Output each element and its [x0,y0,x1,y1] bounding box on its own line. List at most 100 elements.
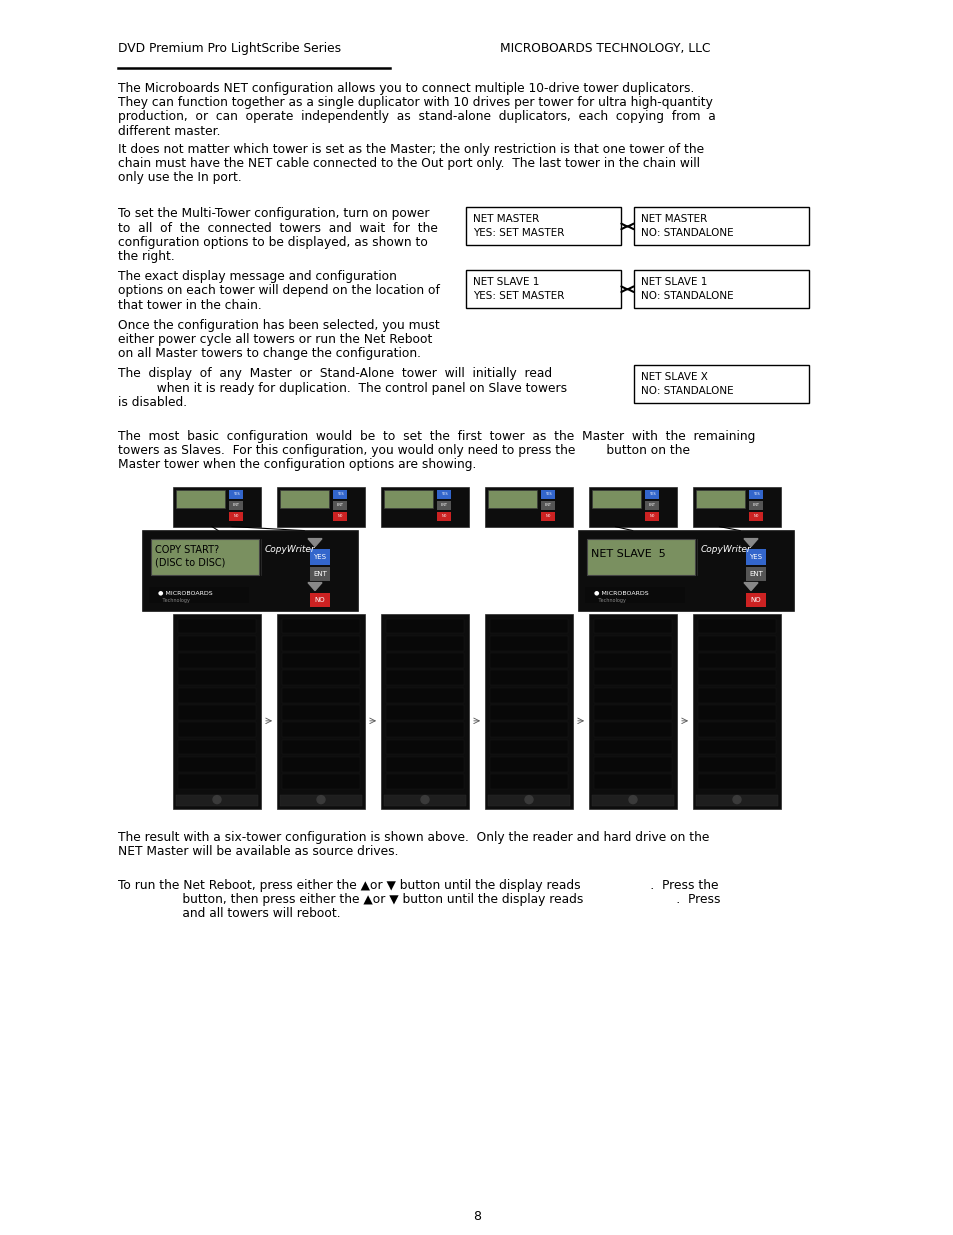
Text: different master.: different master. [118,125,220,137]
Text: NO: STANDALONE: NO: STANDALONE [640,291,733,301]
Bar [178,774,255,789]
Bar [282,671,359,685]
Text: NO: NO [750,597,760,603]
Polygon shape [308,538,322,547]
Text: 8: 8 [473,1210,480,1223]
Bar [282,705,359,720]
Bar [644,511,659,521]
Bar [282,653,359,668]
Text: NO: NO [753,514,759,519]
Text: ● MICROBOARDS: ● MICROBOARDS [158,590,213,595]
Text: NO: NO [337,514,343,519]
Bar [386,705,463,720]
Bar [386,722,463,737]
Bar [584,587,684,603]
Text: CopyWriter: CopyWriter [265,545,315,553]
Bar [540,489,555,499]
Text: NO: NO [649,514,655,519]
Bar [229,489,243,499]
Text: YES: SET MASTER: YES: SET MASTER [473,291,564,301]
Bar [490,653,567,668]
Text: Master tower when the configuration options are showing.: Master tower when the configuration opti… [118,458,476,472]
Text: YES: YES [233,492,239,496]
Bar [178,722,255,737]
Bar [436,511,451,521]
Bar [178,671,255,685]
Text: is disabled.: is disabled. [118,395,187,409]
Bar [698,705,775,720]
Bar [484,614,573,809]
Bar [386,619,463,634]
Text: production,  or  can  operate  independently  as  stand-alone  duplicators,  eac: production, or can operate independently… [118,110,715,124]
Text: MICROBOARDS TECHNOLOGY, LLC: MICROBOARDS TECHNOLOGY, LLC [499,42,710,56]
Bar [698,688,775,703]
Text: NO: NO [314,597,325,603]
Text: NET SLAVE  5: NET SLAVE 5 [590,548,665,558]
Bar [310,593,330,606]
Bar [594,636,671,651]
Bar [178,688,255,703]
Bar [594,757,671,772]
Text: To set the Multi-Tower configuration, turn on power: To set the Multi-Tower configuration, tu… [118,207,429,220]
Text: to  all  of  the  connected  towers  and  wait  for  the: to all of the connected towers and wait … [118,221,437,235]
Text: The result with a six-tower configuration is shown above.  Only the reader and h: The result with a six-tower configuratio… [118,831,709,844]
Text: YES: SET MASTER: YES: SET MASTER [473,228,564,238]
Bar [696,794,778,805]
Text: ENT: ENT [233,503,239,508]
Bar [698,619,775,634]
Bar [644,500,659,510]
Bar [178,653,255,668]
Text: button, then press either the ▲or ▼ button until the display reads              : button, then press either the ▲or ▼ butt… [163,893,720,906]
Text: They can function together as a single duplicator with 10 drives per tower for u: They can function together as a single d… [118,96,712,109]
Text: YES: YES [336,492,343,496]
Bar [594,722,671,737]
Bar [644,489,659,499]
Text: options on each tower will depend on the location of: options on each tower will depend on the… [118,284,439,298]
Text: The  most  basic  configuration  would  be  to  set  the  first  tower  as  the : The most basic configuration would be to… [118,430,755,443]
Bar [178,619,255,634]
Text: NET Master will be available as source drives.: NET Master will be available as source d… [118,845,398,858]
Bar [229,500,243,510]
Bar [540,500,555,510]
Text: NO: STANDALONE: NO: STANDALONE [640,228,733,238]
Bar [282,740,359,755]
Text: CopyWriter: CopyWriter [700,545,751,553]
Polygon shape [743,583,758,590]
Bar [698,722,775,737]
Bar [151,538,258,574]
Text: NET SLAVE 1: NET SLAVE 1 [473,277,538,288]
Bar [698,740,775,755]
Circle shape [213,795,221,804]
Text: The Microboards NET configuration allows you to connect multiple 10-drive tower : The Microboards NET configuration allows… [118,82,694,95]
Polygon shape [743,538,758,547]
Bar [380,614,469,809]
Bar [229,511,243,521]
Text: ENT: ENT [544,503,551,508]
Bar [490,774,567,789]
Bar [386,671,463,685]
Bar [386,774,463,789]
Bar [280,794,361,805]
Bar [310,548,330,564]
Bar [484,487,573,526]
Circle shape [524,795,533,804]
Bar [282,619,359,634]
Bar [143,531,357,610]
Bar [594,705,671,720]
Bar [149,587,249,603]
Text: YES: YES [648,492,655,496]
Bar [178,636,255,651]
Bar [488,489,537,508]
Bar [698,671,775,685]
Text: ENT: ENT [313,571,327,577]
Bar [380,487,469,526]
Text: NO: NO [441,514,447,519]
Text: on all Master towers to change the configuration.: on all Master towers to change the confi… [118,347,420,361]
Text: (DISC to DISC): (DISC to DISC) [154,557,225,568]
Text: YES: YES [749,553,761,559]
Bar [490,619,567,634]
Bar [634,270,808,309]
Bar [386,740,463,755]
Bar [698,774,775,789]
Bar [490,740,567,755]
